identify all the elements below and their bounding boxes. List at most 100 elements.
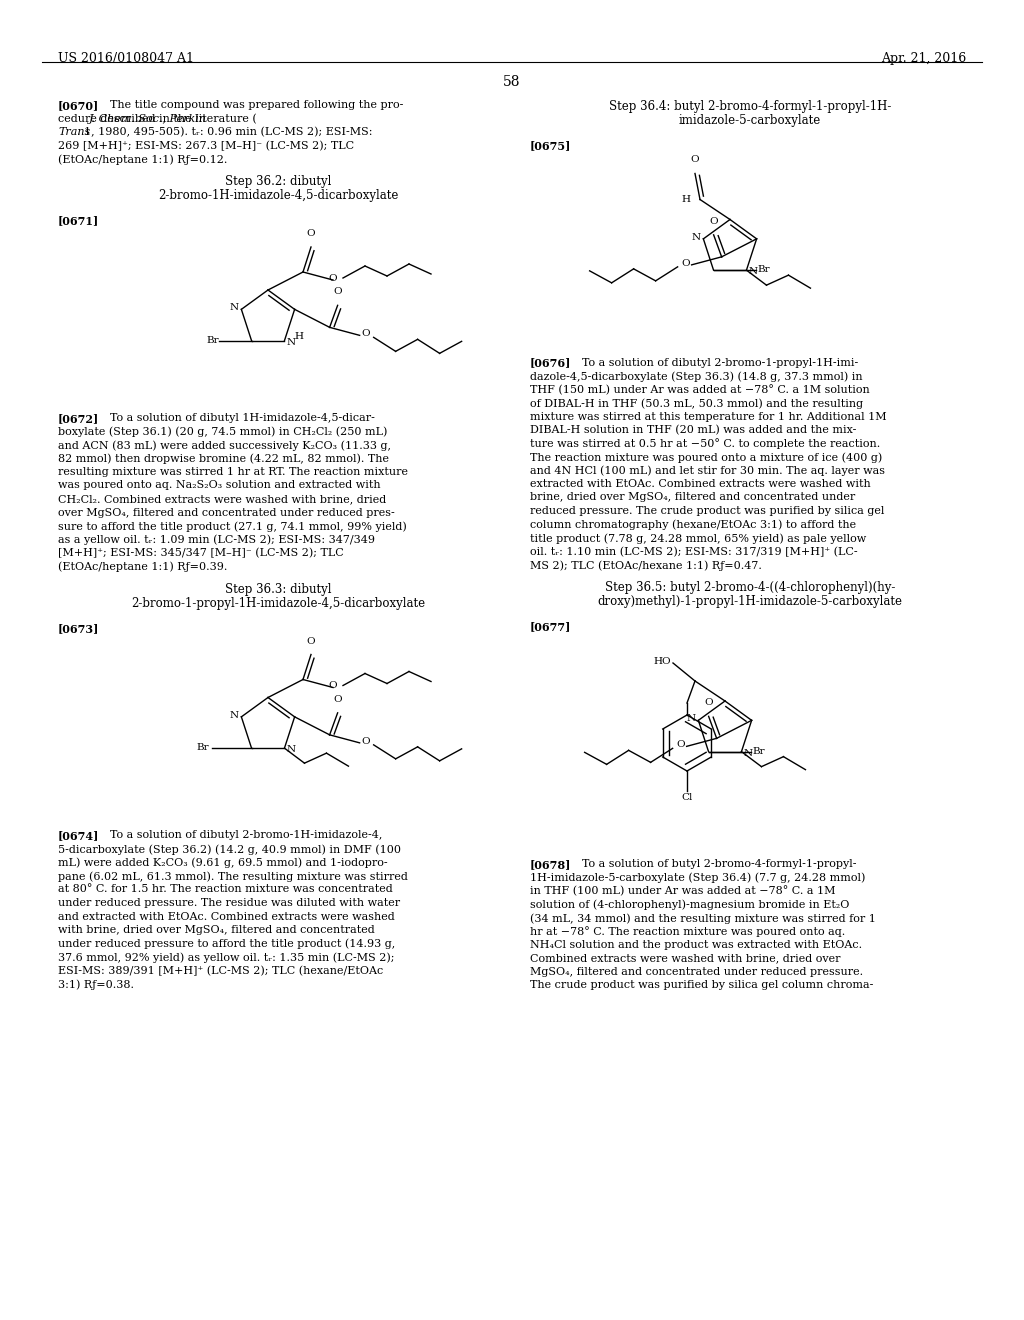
Text: To a solution of dibutyl 2-bromo-1-propyl-1H-imi-: To a solution of dibutyl 2-bromo-1-propy… (582, 358, 858, 367)
Text: To a solution of butyl 2-bromo-4-formyl-1-propyl-: To a solution of butyl 2-bromo-4-formyl-… (582, 859, 856, 869)
Text: O: O (681, 259, 689, 268)
Text: over MgSO₄, filtered and concentrated under reduced pres-: over MgSO₄, filtered and concentrated un… (58, 507, 394, 517)
Text: Step 36.2: dibutyl: Step 36.2: dibutyl (225, 176, 331, 189)
Text: (EtOAc/heptane 1:1) Rƒ=0.12.: (EtOAc/heptane 1:1) Rƒ=0.12. (58, 154, 227, 165)
Text: O: O (690, 156, 699, 165)
Text: N: N (686, 714, 695, 723)
Text: O: O (306, 228, 315, 238)
Text: under reduced pressure to afford the title product (14.93 g,: under reduced pressure to afford the tit… (58, 939, 395, 949)
Text: Step 36.3: dibutyl: Step 36.3: dibutyl (224, 583, 331, 597)
Text: Cl: Cl (681, 793, 692, 803)
Text: [M+H]⁺; ESI-MS: 345/347 [M–H]⁻ (LC-MS 2); TLC: [M+H]⁺; ESI-MS: 345/347 [M–H]⁻ (LC-MS 2)… (58, 548, 344, 558)
Text: O: O (705, 698, 713, 708)
Text: cedure described in the literature (: cedure described in the literature ( (58, 114, 257, 124)
Text: (34 mL, 34 mmol) and the resulting mixture was stirred for 1: (34 mL, 34 mmol) and the resulting mixtu… (530, 913, 876, 924)
Text: reduced pressure. The crude product was purified by silica gel: reduced pressure. The crude product was … (530, 506, 885, 516)
Text: O: O (710, 216, 718, 226)
Text: resulting mixture was stirred 1 hr at RT. The reaction mixture: resulting mixture was stirred 1 hr at RT… (58, 467, 408, 477)
Text: O: O (306, 636, 315, 645)
Text: extracted with EtOAc. Combined extracts were washed with: extracted with EtOAc. Combined extracts … (530, 479, 870, 488)
Text: MgSO₄, filtered and concentrated under reduced pressure.: MgSO₄, filtered and concentrated under r… (530, 968, 863, 977)
Text: H: H (295, 331, 303, 341)
Text: To a solution of dibutyl 1H-imidazole-4,5-dicar-: To a solution of dibutyl 1H-imidazole-4,… (110, 413, 375, 422)
Text: Step 36.4: butyl 2-bromo-4-formyl-1-propyl-1H-: Step 36.4: butyl 2-bromo-4-formyl-1-prop… (609, 100, 891, 114)
Text: [0671]: [0671] (58, 215, 99, 227)
Text: O: O (361, 737, 371, 746)
Text: O: O (329, 681, 337, 690)
Text: of DIBAL-H in THF (50.3 mL, 50.3 mmol) and the resulting: of DIBAL-H in THF (50.3 mL, 50.3 mmol) a… (530, 399, 863, 409)
Text: droxy)methyl)-1-propyl-1H-imidazole-5-carboxylate: droxy)methyl)-1-propyl-1H-imidazole-5-ca… (597, 595, 902, 609)
Text: US 2016/0108047 A1: US 2016/0108047 A1 (58, 51, 194, 65)
Text: H: H (681, 195, 690, 205)
Text: N: N (743, 748, 753, 758)
Text: 5-dicarboxylate (Step 36.2) (14.2 g, 40.9 mmol) in DMF (100: 5-dicarboxylate (Step 36.2) (14.2 g, 40.… (58, 843, 401, 854)
Text: [0670]: [0670] (58, 100, 99, 111)
Text: N: N (229, 711, 239, 719)
Text: N: N (749, 267, 758, 276)
Text: boxylate (Step 36.1) (20 g, 74.5 mmol) in CH₂Cl₂ (250 mL): boxylate (Step 36.1) (20 g, 74.5 mmol) i… (58, 426, 387, 437)
Text: To a solution of dibutyl 2-bromo-1H-imidazole-4,: To a solution of dibutyl 2-bromo-1H-imid… (110, 830, 382, 841)
Text: ture was stirred at 0.5 hr at −50° C. to complete the reaction.: ture was stirred at 0.5 hr at −50° C. to… (530, 438, 881, 449)
Text: O: O (361, 330, 371, 338)
Text: 58: 58 (503, 75, 521, 88)
Text: Br: Br (758, 265, 770, 275)
Text: brine, dried over MgSO₄, filtered and concentrated under: brine, dried over MgSO₄, filtered and co… (530, 492, 855, 503)
Text: 82 mmol) then dropwise bromine (4.22 mL, 82 mmol). The: 82 mmol) then dropwise bromine (4.22 mL,… (58, 454, 389, 465)
Text: as a yellow oil. tᵣ: 1.09 min (LC-MS 2); ESI-MS: 347/349: as a yellow oil. tᵣ: 1.09 min (LC-MS 2);… (58, 535, 375, 545)
Text: The title compound was prepared following the pro-: The title compound was prepared followin… (110, 100, 403, 110)
Text: and 4N HCl (100 mL) and let stir for 30 min. The aq. layer was: and 4N HCl (100 mL) and let stir for 30 … (530, 466, 885, 477)
Text: The reaction mixture was poured onto a mixture of ice (400 g): The reaction mixture was poured onto a m… (530, 451, 883, 462)
Text: in THF (100 mL) under Ar was added at −78° C. a 1M: in THF (100 mL) under Ar was added at −7… (530, 886, 836, 896)
Text: (EtOAc/heptane 1:1) Rƒ=0.39.: (EtOAc/heptane 1:1) Rƒ=0.39. (58, 561, 227, 572)
Text: with brine, dried over MgSO₄, filtered and concentrated: with brine, dried over MgSO₄, filtered a… (58, 925, 375, 935)
Text: and ACN (83 mL) were added successively K₂CO₃ (11.33 g,: and ACN (83 mL) were added successively … (58, 440, 391, 450)
Text: O: O (676, 741, 685, 750)
Text: Apr. 21, 2016: Apr. 21, 2016 (881, 51, 966, 65)
Text: MS 2); TLC (EtOAc/hexane 1:1) Rƒ=0.47.: MS 2); TLC (EtOAc/hexane 1:1) Rƒ=0.47. (530, 560, 762, 570)
Text: Step 36.5: butyl 2-bromo-4-((4-chlorophenyl)(hy-: Step 36.5: butyl 2-bromo-4-((4-chlorophe… (605, 582, 895, 594)
Text: O: O (334, 694, 342, 704)
Text: NH₄Cl solution and the product was extracted with EtOAc.: NH₄Cl solution and the product was extra… (530, 940, 862, 950)
Text: dazole-4,5-dicarboxylate (Step 36.3) (14.8 g, 37.3 mmol) in: dazole-4,5-dicarboxylate (Step 36.3) (14… (530, 371, 862, 381)
Text: N: N (691, 232, 700, 242)
Text: N: N (287, 746, 296, 754)
Text: N: N (287, 338, 296, 347)
Text: 269 [M+H]⁺; ESI-MS: 267.3 [M–H]⁻ (LC-MS 2); TLC: 269 [M+H]⁺; ESI-MS: 267.3 [M–H]⁻ (LC-MS … (58, 140, 354, 150)
Text: 37.6 mmol, 92% yield) as yellow oil. tᵣ: 1.35 min (LC-MS 2);: 37.6 mmol, 92% yield) as yellow oil. tᵣ:… (58, 952, 394, 962)
Text: O: O (329, 275, 337, 282)
Text: [0675]: [0675] (530, 140, 571, 150)
Text: 2-bromo-1-propyl-1H-imidazole-4,5-dicarboxylate: 2-bromo-1-propyl-1H-imidazole-4,5-dicarb… (131, 597, 425, 610)
Text: Combined extracts were washed with brine, dried over: Combined extracts were washed with brine… (530, 953, 841, 964)
Text: column chromatography (hexane/EtOAc 3:1) to afford the: column chromatography (hexane/EtOAc 3:1)… (530, 520, 856, 531)
Text: [0672]: [0672] (58, 413, 99, 424)
Text: 3:1) Rƒ=0.38.: 3:1) Rƒ=0.38. (58, 979, 134, 990)
Text: [0678]: [0678] (530, 859, 571, 870)
Text: solution of (4-chlorophenyl)-magnesium bromide in Et₂O: solution of (4-chlorophenyl)-magnesium b… (530, 899, 849, 909)
Text: . 1, 1980, 495-505). tᵣ: 0.96 min (LC-MS 2); ESI-MS:: . 1, 1980, 495-505). tᵣ: 0.96 min (LC-MS… (77, 127, 373, 137)
Text: Br: Br (207, 335, 219, 345)
Text: 1H-imidazole-5-carboxylate (Step 36.4) (7.7 g, 24.28 mmol): 1H-imidazole-5-carboxylate (Step 36.4) (… (530, 873, 865, 883)
Text: [0676]: [0676] (530, 358, 571, 368)
Text: [0673]: [0673] (58, 623, 99, 634)
Text: mL) were added K₂CO₃ (9.61 g, 69.5 mmol) and 1-iodopro-: mL) were added K₂CO₃ (9.61 g, 69.5 mmol)… (58, 858, 388, 869)
Text: 2-bromo-1H-imidazole-4,5-dicarboxylate: 2-bromo-1H-imidazole-4,5-dicarboxylate (158, 190, 398, 202)
Text: THF (150 mL) under Ar was added at −78° C. a 1M solution: THF (150 mL) under Ar was added at −78° … (530, 384, 869, 395)
Text: imidazole-5-carboxylate: imidazole-5-carboxylate (679, 114, 821, 127)
Text: [0677]: [0677] (530, 622, 571, 632)
Text: Trans: Trans (58, 127, 90, 137)
Text: mixture was stirred at this temperature for 1 hr. Additional 1M: mixture was stirred at this temperature … (530, 412, 887, 421)
Text: at 80° C. for 1.5 hr. The reaction mixture was concentrated: at 80° C. for 1.5 hr. The reaction mixtu… (58, 884, 393, 895)
Text: pane (6.02 mL, 61.3 mmol). The resulting mixture was stirred: pane (6.02 mL, 61.3 mmol). The resulting… (58, 871, 408, 882)
Text: Br: Br (753, 747, 765, 755)
Text: and extracted with EtOAc. Combined extracts were washed: and extracted with EtOAc. Combined extra… (58, 912, 394, 921)
Text: J. Chem. Soc., Perkin: J. Chem. Soc., Perkin (89, 114, 207, 124)
Text: under reduced pressure. The residue was diluted with water: under reduced pressure. The residue was … (58, 898, 400, 908)
Text: CH₂Cl₂. Combined extracts were washed with brine, dried: CH₂Cl₂. Combined extracts were washed wi… (58, 494, 386, 504)
Text: sure to afford the title product (27.1 g, 74.1 mmol, 99% yield): sure to afford the title product (27.1 g… (58, 521, 407, 532)
Text: HO: HO (653, 657, 671, 667)
Text: The crude product was purified by silica gel column chroma-: The crude product was purified by silica… (530, 981, 873, 990)
Text: ESI-MS: 389/391 [M+H]⁺ (LC-MS 2); TLC (hexane/EtOAc: ESI-MS: 389/391 [M+H]⁺ (LC-MS 2); TLC (h… (58, 965, 383, 975)
Text: was poured onto aq. Na₂S₂O₃ solution and extracted with: was poured onto aq. Na₂S₂O₃ solution and… (58, 480, 381, 491)
Text: Br: Br (197, 743, 210, 752)
Text: N: N (229, 304, 239, 313)
